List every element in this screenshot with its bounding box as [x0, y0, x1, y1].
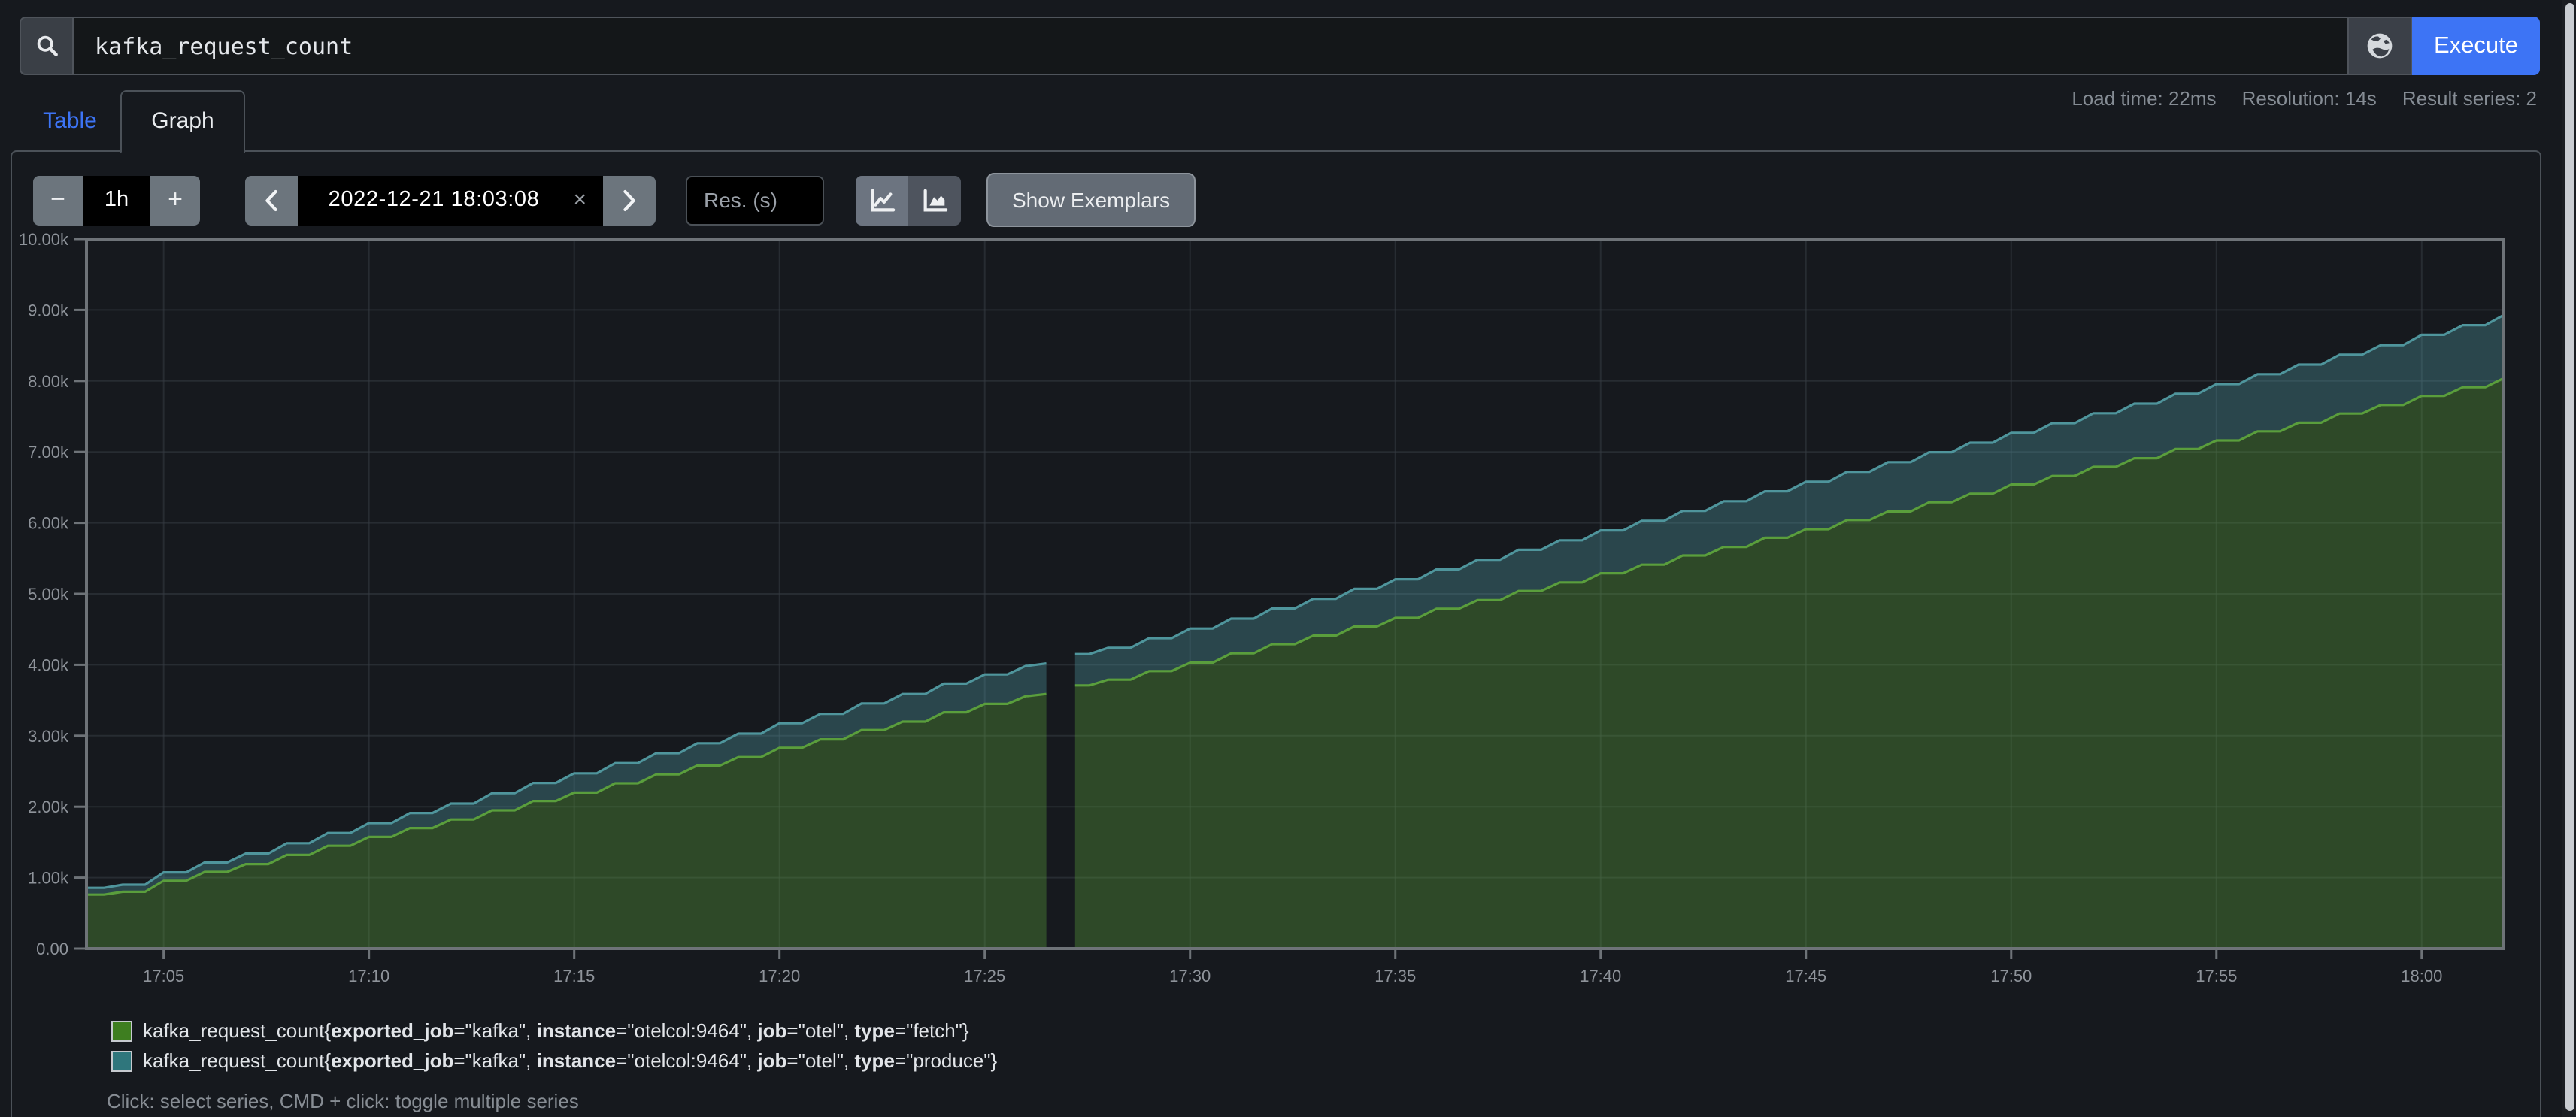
metrics-explorer-button[interactable] — [2349, 17, 2412, 75]
graph-toolbar: − 1h + 2022-12-21 18:03:08 × — [33, 173, 1196, 227]
time-value: 2022-12-21 18:03:08 — [328, 188, 540, 212]
search-addon — [20, 17, 72, 75]
globe-icon — [2367, 33, 2393, 59]
chevron-right-icon — [623, 189, 635, 211]
svg-text:8.00k: 8.00k — [28, 372, 69, 391]
scrollbar-thumb[interactable] — [2565, 3, 2574, 1111]
clear-time-icon[interactable]: × — [573, 187, 586, 213]
time-picker: 2022-12-21 18:03:08 × — [245, 175, 656, 225]
page-scrollbar — [2562, 0, 2576, 1117]
svg-text:1.00k: 1.00k — [28, 869, 69, 888]
legend-series-name: kafka_request_count{exported_job="kafka"… — [143, 1019, 969, 1042]
svg-text:7.00k: 7.00k — [28, 443, 69, 462]
svg-text:5.00k: 5.00k — [28, 585, 69, 604]
stacked-chart-icon — [923, 188, 948, 211]
svg-text:9.00k: 9.00k — [28, 301, 69, 319]
svg-text:6.00k: 6.00k — [28, 514, 69, 533]
svg-text:17:40: 17:40 — [1580, 967, 1621, 985]
legend-swatch — [111, 1050, 132, 1071]
execute-button[interactable]: Execute — [2412, 17, 2540, 75]
svg-text:2.00k: 2.00k — [28, 798, 69, 816]
graph-panel: − 1h + 2022-12-21 18:03:08 × — [11, 150, 2541, 1117]
svg-text:17:05: 17:05 — [143, 967, 184, 985]
svg-text:17:15: 17:15 — [553, 967, 595, 985]
query-stats: Load time: 22ms Resolution: 14s Result s… — [2071, 87, 2537, 110]
resolution-stat: Resolution: 14s — [2241, 87, 2377, 110]
chevron-left-icon — [265, 189, 277, 211]
chart-type-toggle — [856, 175, 961, 225]
stacked-graph-button[interactable] — [908, 175, 961, 225]
range-stepper: − 1h + — [33, 175, 200, 225]
svg-text:18:00: 18:00 — [2401, 967, 2442, 985]
panel-tabs: Table Graph — [20, 90, 245, 153]
time-input[interactable]: 2022-12-21 18:03:08 × — [298, 175, 603, 225]
svg-text:17:55: 17:55 — [2196, 967, 2237, 985]
resolution-input[interactable] — [686, 175, 824, 225]
line-graph-button[interactable] — [856, 175, 908, 225]
legend-item[interactable]: kafka_request_count{exported_job="kafka"… — [111, 1018, 997, 1043]
time-forward-button[interactable] — [603, 175, 656, 225]
range-increase-button[interactable]: + — [150, 175, 200, 225]
tab-graph[interactable]: Graph — [120, 90, 245, 153]
time-back-button[interactable] — [245, 175, 298, 225]
svg-text:17:25: 17:25 — [964, 967, 1005, 985]
legend-swatch — [111, 1020, 132, 1041]
query-bar: Execute — [20, 17, 2540, 75]
svg-text:17:30: 17:30 — [1169, 967, 1211, 985]
line-chart-icon — [871, 188, 896, 211]
range-decrease-button[interactable]: − — [33, 175, 83, 225]
svg-text:17:45: 17:45 — [1785, 967, 1826, 985]
range-input[interactable]: 1h — [83, 175, 150, 225]
svg-text:10.00k: 10.00k — [19, 230, 69, 249]
tab-table[interactable]: Table — [43, 108, 97, 134]
time-series-chart[interactable]: 17:05 17:10 17:15 17:20 17:25 17:30 17:35 17:40… — [12, 227, 2523, 1000]
search-icon — [36, 35, 57, 56]
svg-text:17:20: 17:20 — [759, 967, 800, 985]
legend: kafka_request_count{exported_job="kafka"… — [111, 1018, 997, 1073]
svg-text:4.00k: 4.00k — [28, 655, 69, 674]
result-series-stat: Result series: 2 — [2402, 87, 2537, 110]
svg-text:17:10: 17:10 — [348, 967, 389, 985]
legend-hint: Click: select series, CMD + click: toggl… — [107, 1090, 579, 1112]
show-exemplars-button[interactable]: Show Exemplars — [986, 173, 1196, 227]
svg-text:17:35: 17:35 — [1374, 967, 1416, 985]
load-time: Load time: 22ms — [2071, 87, 2217, 110]
svg-text:0.00: 0.00 — [36, 940, 68, 958]
legend-item[interactable]: kafka_request_count{exported_job="kafka"… — [111, 1048, 997, 1073]
svg-text:3.00k: 3.00k — [28, 727, 69, 746]
legend-series-name: kafka_request_count{exported_job="kafka"… — [143, 1049, 998, 1072]
svg-text:17:50: 17:50 — [1990, 967, 2032, 985]
query-input[interactable] — [72, 17, 2349, 75]
